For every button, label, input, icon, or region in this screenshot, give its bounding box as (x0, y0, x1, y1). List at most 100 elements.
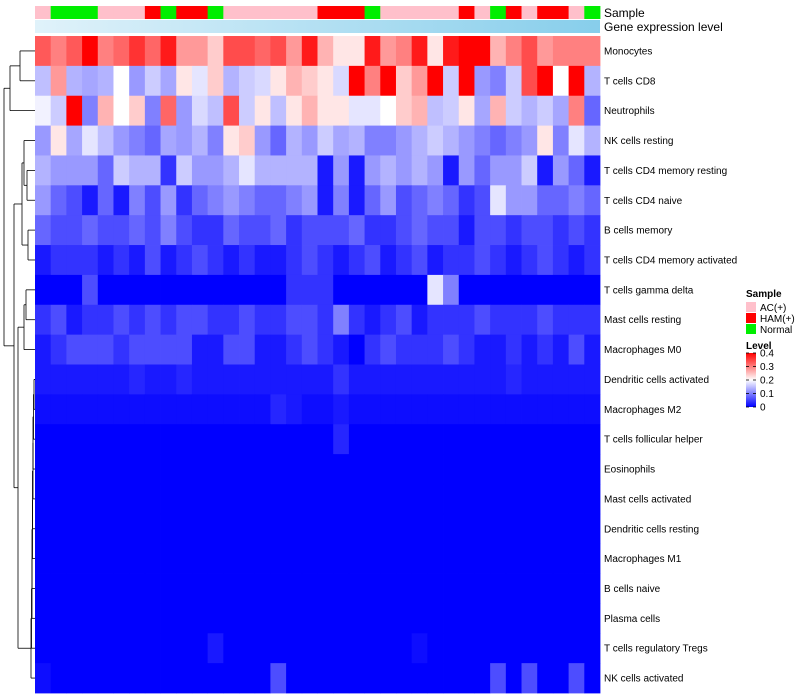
heatmap-cell (301, 65, 318, 97)
sample-annotation-cell (82, 6, 99, 19)
heatmap-cell (254, 573, 271, 604)
heatmap-cell (144, 245, 161, 276)
heatmap-cell (191, 394, 209, 425)
heatmap-cell (160, 95, 177, 126)
heatmap-cell (395, 125, 413, 156)
heatmap-cell (443, 633, 460, 664)
heatmap-cell (144, 304, 161, 336)
heatmap-cell (129, 364, 146, 395)
heatmap-cell (129, 185, 146, 216)
heatmap-cell (568, 483, 585, 515)
heatmap-cell (286, 304, 303, 336)
heatmap-cell (286, 633, 303, 664)
heatmap-cell (301, 155, 318, 186)
sample-annotation-cell (270, 6, 287, 19)
heatmap-cell (223, 543, 240, 574)
heatmap-cell (568, 304, 585, 336)
heatmap-cell (176, 215, 193, 246)
heatmap-cell (317, 334, 334, 365)
heatmap-cell (552, 364, 570, 395)
heatmap-cell (584, 424, 601, 455)
heatmap-cell (270, 125, 287, 156)
heatmap-cell (364, 155, 381, 186)
heatmap-cell (50, 573, 67, 604)
heatmap-cell (50, 125, 67, 156)
heatmap-cell (395, 364, 413, 395)
heatmap-cell (113, 36, 130, 67)
row-label: Dendritic cells activated (604, 375, 709, 386)
row-label: Dendritic cells resting (604, 524, 699, 535)
heatmap-cell (505, 603, 522, 634)
level-legend: Level 0.4 0.3 0.2 0.1 0 (746, 341, 774, 414)
heatmap-cell (176, 513, 193, 545)
heatmap-cell (144, 454, 161, 485)
heatmap-cell (348, 483, 365, 515)
heatmap-cell (584, 65, 601, 97)
heatmap-cell (82, 185, 99, 216)
heatmap-cell (380, 364, 397, 395)
heatmap-cell (254, 334, 271, 365)
heatmap-cell (395, 483, 413, 515)
heatmap-cell (505, 364, 522, 395)
heatmap-cell (82, 36, 99, 67)
heatmap-cell (254, 185, 271, 216)
heatmap-cell (97, 603, 114, 634)
heatmap-cell (144, 483, 161, 515)
heatmap-cell (50, 424, 67, 455)
heatmap-cell (254, 125, 271, 156)
heatmap-cell (474, 513, 491, 545)
sample-annotation-cell (223, 6, 240, 19)
heatmap-cell (443, 274, 460, 306)
heatmap-cell (50, 155, 67, 186)
heatmap-cell (568, 65, 585, 97)
heatmap-cell (50, 245, 67, 276)
level-tick-label: 0.3 (760, 362, 774, 373)
heatmap-cell (474, 603, 491, 634)
heatmap-cell (286, 603, 303, 634)
heatmap-cell (521, 65, 538, 97)
row-label: T cells CD4 naive (604, 196, 683, 207)
row-label: T cells CD4 memory activated (604, 255, 737, 266)
heatmap-cell (239, 274, 256, 306)
heatmap-cell (254, 603, 271, 634)
heatmap-cell (317, 245, 334, 276)
heatmap-cell (207, 65, 224, 97)
heatmap-cell (395, 245, 413, 276)
heatmap-cell (348, 663, 365, 694)
heatmap-cell (427, 36, 444, 67)
heatmap-cell (552, 543, 570, 574)
heatmap-cell (568, 274, 585, 306)
heatmap-cell (568, 185, 585, 216)
heatmap-cell (584, 215, 601, 246)
heatmap-cell (82, 633, 99, 664)
heatmap-cell (521, 394, 538, 425)
heatmap-cell (66, 424, 83, 455)
heatmap-cell (537, 65, 554, 97)
row-label: Macrophages M2 (604, 405, 682, 416)
heatmap-cell (427, 483, 444, 515)
heatmap-cell (239, 364, 256, 395)
heatmap-cell (191, 543, 209, 574)
heatmap-cell (458, 125, 475, 156)
heatmap-cell (223, 454, 240, 485)
heatmap-cell (160, 513, 177, 545)
heatmap-cell (144, 185, 161, 216)
heatmap-cell (490, 304, 507, 336)
gene-expression-annotation-track (35, 20, 600, 33)
heatmap-cell (317, 65, 334, 97)
heatmap-cell (490, 603, 507, 634)
heatmap-cell (380, 95, 397, 126)
heatmap-cell (552, 573, 570, 604)
heatmap-cell (505, 215, 522, 246)
heatmap-cell (521, 513, 538, 545)
heatmap-cell (364, 394, 381, 425)
heatmap-cell (505, 185, 522, 216)
heatmap-cell (427, 543, 444, 574)
heatmap-cell (113, 573, 130, 604)
heatmap-cell (160, 543, 177, 574)
heatmap-cell (239, 125, 256, 156)
heatmap-cell (270, 483, 287, 515)
row-label: T cells gamma delta (604, 285, 694, 296)
row-labels: Monocytes T cells CD8 Neutrophils NK cells … (604, 46, 737, 684)
heatmap-cell (474, 543, 491, 574)
